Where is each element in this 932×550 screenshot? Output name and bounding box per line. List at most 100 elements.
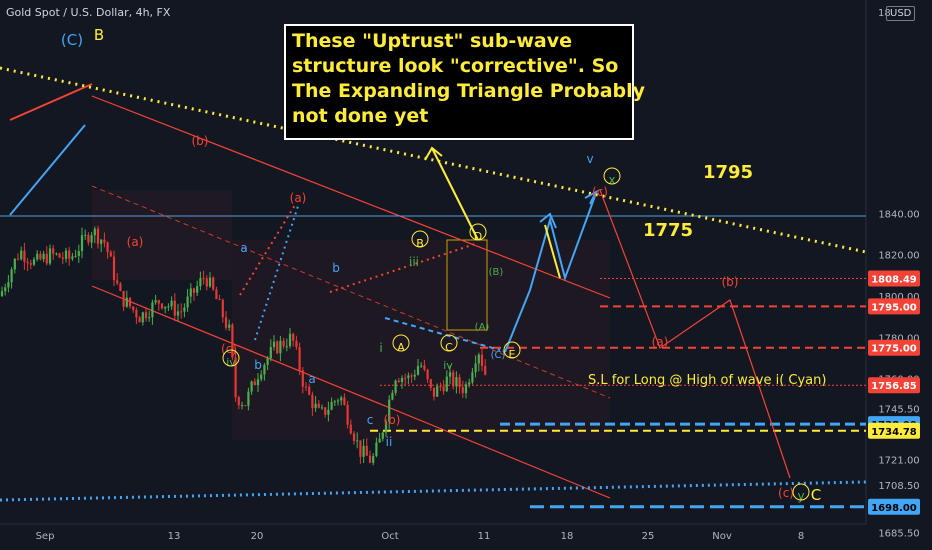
candle-body <box>458 377 461 388</box>
candle-body <box>279 340 282 354</box>
candle-body <box>375 442 378 457</box>
candle-body <box>381 432 384 439</box>
wave-label: a <box>240 241 247 255</box>
wave-label-circle <box>411 230 429 248</box>
candle-body <box>410 375 413 377</box>
candle-body <box>84 234 87 236</box>
level-text: 1795 <box>703 162 753 183</box>
candle-body <box>202 278 205 280</box>
y-tick-label: 1745.50 <box>878 405 919 416</box>
y-tick-label-clipped: 18 <box>878 8 891 19</box>
candle-body <box>109 252 112 257</box>
price-tag-bg <box>868 498 920 515</box>
candle-body <box>68 250 71 259</box>
price-tag-bg <box>868 422 920 439</box>
wave-label: ii <box>386 435 393 449</box>
y-tick-label: 1800.00 <box>878 292 919 303</box>
candle-body <box>4 287 7 292</box>
candle-body <box>186 296 189 308</box>
price-tag-label: 1756.85 <box>871 381 917 392</box>
candle-body <box>320 407 324 409</box>
symbol-title: Gold Spot / U.S. Dollar, 4h, FX <box>6 6 171 19</box>
candle-body <box>263 364 266 375</box>
candle-body <box>135 309 138 318</box>
note-line: The Expanding Triangle Probably <box>292 80 646 102</box>
wave-labels: (C) B(b)(a)(a) abbac(c)(b)iviiiiiiivABCDE(… <box>61 26 821 504</box>
red-trendline <box>9 83 93 121</box>
candle-body <box>10 269 13 283</box>
candle-body <box>196 286 199 293</box>
wave-label: (c) <box>778 486 794 500</box>
wave-label: (C) <box>491 350 506 361</box>
candle-body <box>148 317 151 319</box>
candle-body <box>61 257 64 259</box>
wave-label: i <box>379 341 382 355</box>
wave-label: A <box>397 341 405 354</box>
wave-label: v <box>586 152 593 166</box>
candle-body <box>362 445 365 457</box>
candle-body <box>45 253 48 264</box>
candle-body <box>324 407 327 415</box>
candle-body <box>352 433 356 442</box>
candle-body <box>413 374 416 377</box>
candle-body <box>260 374 263 380</box>
candle-body <box>164 306 167 309</box>
candle-body <box>359 440 362 457</box>
candle-body <box>298 347 301 371</box>
candle-body <box>384 421 388 433</box>
candle-body <box>439 386 442 388</box>
candle-body <box>170 300 173 307</box>
candle-body <box>429 379 432 388</box>
currency-button[interactable]: USD <box>886 6 916 21</box>
wave-label: (C) <box>61 31 83 49</box>
candle-body <box>87 234 90 243</box>
candle-body <box>464 384 468 394</box>
candle-body <box>0 291 4 297</box>
price-tag-label: 1734.78 <box>871 427 917 438</box>
price-tag-bg <box>868 339 920 356</box>
candle-body <box>151 302 154 318</box>
candle-body <box>183 307 186 312</box>
x-axis-ticks: Sep 13 20 Oct 11 18 25 Nov 8 <box>36 531 805 542</box>
candle-body <box>407 375 410 379</box>
wave-label: C <box>811 486 821 504</box>
wave-label-circle <box>503 341 521 359</box>
wave-label-circle <box>222 349 240 367</box>
candle-body <box>253 381 256 386</box>
candle-body <box>445 376 448 392</box>
wave-label: (b) <box>722 275 739 289</box>
candle-body <box>100 239 103 244</box>
candle-body <box>138 317 141 323</box>
candle-body <box>416 366 420 375</box>
wave-label: (c) <box>221 342 237 356</box>
candle-body <box>256 379 260 386</box>
arrow-head <box>584 189 599 205</box>
wave-dotted-line <box>329 242 479 293</box>
candle-body <box>20 250 23 260</box>
triangle-box <box>446 239 488 331</box>
candle-body <box>308 386 311 395</box>
candle-body <box>119 283 122 292</box>
candle-body <box>48 248 52 264</box>
candle-body <box>461 387 464 394</box>
candle-body <box>247 391 250 406</box>
candle-body <box>400 377 404 383</box>
candle-body <box>404 377 407 379</box>
arrow-line <box>544 224 561 279</box>
candle-body <box>96 228 100 244</box>
candle-body <box>343 397 346 405</box>
candle-body <box>103 239 106 243</box>
candle-body <box>356 440 359 442</box>
arrow-head <box>424 146 443 161</box>
candle-body <box>368 455 372 463</box>
wave-label: iv <box>443 359 453 372</box>
y-tick-label: 1780.00 <box>878 333 919 344</box>
candle-body <box>480 354 484 367</box>
candle-body <box>448 372 452 377</box>
price-tag-label: 1775.00 <box>871 344 917 355</box>
candle-body <box>250 381 253 392</box>
candle-body <box>432 387 436 397</box>
yellow-dotted-trendline <box>0 66 867 254</box>
candle-body <box>64 250 68 259</box>
